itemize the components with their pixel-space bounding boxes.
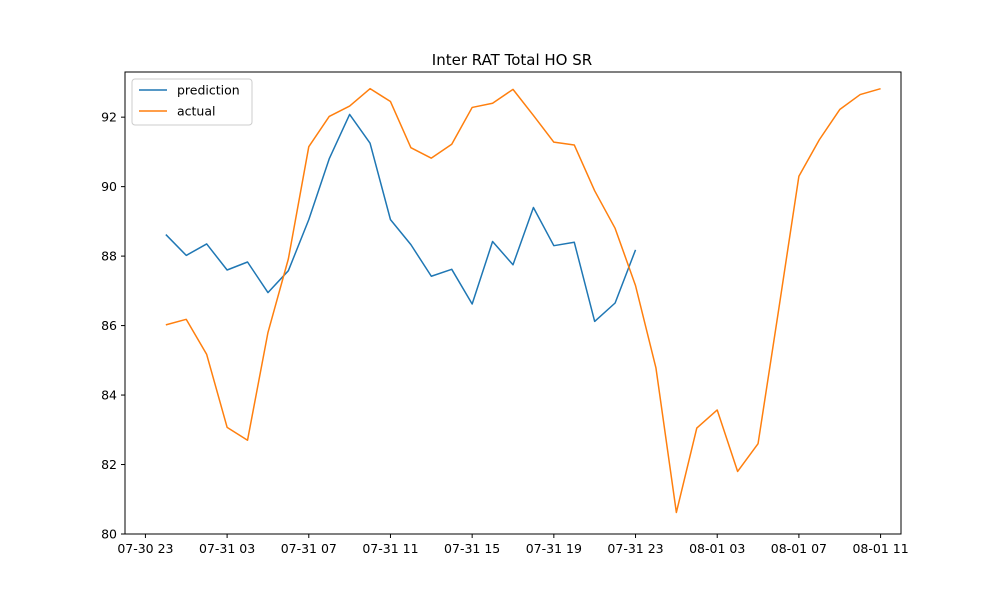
data-point-actual-33 — [838, 108, 842, 112]
data-point-actual-30 — [776, 309, 780, 313]
data-point-actual-22 — [613, 226, 617, 230]
data-point-prediction-1 — [184, 253, 188, 257]
data-point-actual-34 — [858, 93, 862, 97]
data-point-actual-13 — [429, 156, 433, 160]
data-point-actual-10 — [368, 87, 372, 91]
x-tick-label: 07-31 23 — [607, 541, 663, 556]
data-point-actual-35 — [879, 87, 883, 91]
data-point-actual-31 — [797, 174, 801, 178]
y-tick-label: 86 — [101, 318, 117, 333]
data-point-actual-25 — [674, 510, 678, 514]
data-point-actual-29 — [756, 442, 760, 446]
data-point-actual-32 — [817, 138, 821, 142]
data-point-prediction-0 — [164, 233, 168, 237]
data-point-actual-4 — [246, 438, 250, 442]
x-tick-label: 08-01 07 — [771, 541, 827, 556]
data-point-prediction-9 — [348, 112, 352, 116]
data-point-prediction-15 — [470, 302, 474, 306]
data-point-prediction-6 — [286, 269, 290, 273]
data-point-prediction-20 — [572, 240, 576, 244]
data-point-prediction-8 — [327, 157, 331, 161]
data-point-prediction-22 — [613, 301, 617, 305]
x-tick-label: 07-30 23 — [117, 541, 173, 556]
data-point-prediction-14 — [450, 267, 454, 271]
series-line-prediction — [165, 113, 637, 323]
data-point-actual-15 — [470, 105, 474, 109]
data-point-actual-3 — [225, 425, 229, 429]
data-point-actual-9 — [348, 104, 352, 108]
axes-frame — [124, 71, 902, 535]
data-point-prediction-13 — [429, 274, 433, 278]
x-tick-label: 08-01 03 — [689, 541, 745, 556]
data-point-actual-21 — [593, 189, 597, 193]
data-point-prediction-19 — [552, 244, 556, 248]
data-point-prediction-4 — [246, 260, 250, 264]
x-tick-label: 07-31 03 — [199, 541, 255, 556]
data-point-actual-1 — [184, 317, 188, 321]
y-tick-label: 82 — [101, 457, 117, 472]
data-point-actual-19 — [552, 140, 556, 144]
series-line-actual — [165, 87, 881, 514]
data-point-prediction-5 — [266, 291, 270, 295]
data-point-actual-24 — [654, 366, 658, 370]
x-tick-label: 07-31 07 — [281, 541, 337, 556]
plot-area — [124, 71, 902, 535]
x-tick-label: 07-31 19 — [526, 541, 582, 556]
y-axis: 80 82 84 86 88 90 92 — [101, 110, 125, 542]
legend-label-prediction: prediction — [177, 83, 240, 98]
data-point-actual-11 — [388, 100, 392, 104]
legend: prediction actual — [131, 78, 253, 126]
x-tick-label: 07-31 11 — [362, 541, 418, 556]
data-point-prediction-11 — [388, 218, 392, 222]
data-point-prediction-18 — [531, 205, 535, 209]
chart-title: Inter RAT Total HO SR — [432, 51, 592, 69]
data-point-prediction-2 — [205, 242, 209, 246]
data-point-actual-2 — [205, 352, 209, 356]
data-point-actual-28 — [736, 469, 740, 473]
x-axis: 07-30 23 07-31 03 07-31 07 07-31 11 07-31 15… — [117, 534, 909, 556]
x-tick-label: 07-31 15 — [444, 541, 500, 556]
data-point-actual-14 — [450, 142, 454, 146]
x-tick-label: 08-01 11 — [852, 541, 908, 556]
data-point-prediction-12 — [409, 243, 413, 247]
data-point-prediction-16 — [491, 240, 495, 244]
y-tick-label: 80 — [101, 527, 117, 542]
data-point-prediction-3 — [225, 268, 229, 272]
data-point-actual-23 — [634, 284, 638, 288]
y-tick-label: 92 — [101, 110, 117, 125]
y-tick-label: 84 — [101, 388, 117, 403]
data-point-actual-17 — [511, 87, 515, 91]
data-point-prediction-7 — [307, 218, 311, 222]
data-point-actual-26 — [695, 426, 699, 430]
data-point-actual-0 — [164, 323, 168, 327]
data-point-actual-20 — [572, 143, 576, 147]
data-point-prediction-23 — [634, 248, 638, 252]
y-tick-label: 90 — [101, 179, 117, 194]
series-layer — [164, 87, 883, 514]
data-point-prediction-10 — [368, 141, 372, 145]
data-point-actual-5 — [266, 331, 270, 335]
legend-label-actual: actual — [177, 104, 216, 119]
data-point-actual-6 — [286, 257, 290, 261]
data-point-actual-16 — [491, 101, 495, 105]
data-point-actual-12 — [409, 146, 413, 150]
data-point-actual-8 — [327, 114, 331, 118]
data-point-actual-27 — [715, 408, 719, 412]
data-point-prediction-17 — [511, 263, 515, 267]
y-tick-label: 88 — [101, 249, 117, 264]
data-point-prediction-21 — [593, 319, 597, 323]
data-point-actual-7 — [307, 145, 311, 149]
data-point-actual-18 — [531, 113, 535, 117]
